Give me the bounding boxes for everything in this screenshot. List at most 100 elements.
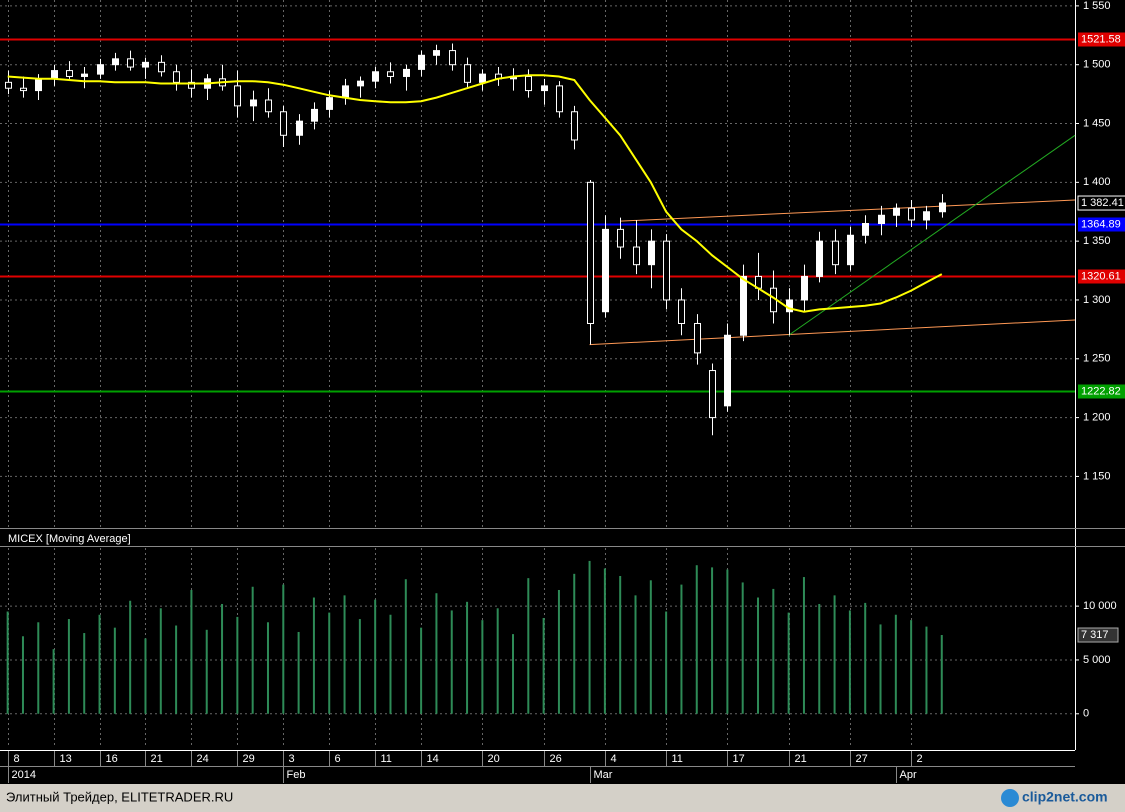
candle-body — [112, 58, 119, 66]
y-tick-label: 1 200 — [1083, 412, 1111, 424]
x-tick-label: 8 — [14, 753, 20, 765]
level-label: 1364.89 — [1081, 218, 1121, 230]
y-tick-label: 1 500 — [1083, 59, 1111, 71]
candle-body — [127, 58, 134, 68]
volume-bar — [466, 601, 469, 714]
candle-body — [832, 240, 839, 266]
x-tick-label: 14 — [427, 753, 439, 765]
volume-bar — [940, 635, 943, 714]
y-tick-label: 1 300 — [1083, 294, 1111, 306]
price-tag — [1077, 195, 1125, 211]
x-tick-label: 24 — [197, 753, 209, 765]
watermark: clip2net.com — [1022, 789, 1108, 805]
candle-body — [617, 228, 624, 248]
volume-bar — [282, 584, 285, 714]
candle-body — [5, 81, 12, 89]
x-tick-label: 21 — [151, 753, 163, 765]
volume-bar — [481, 620, 484, 714]
volume-bar — [864, 602, 867, 714]
level-tag — [1078, 217, 1125, 232]
volume-bar — [144, 638, 147, 714]
candle-body — [449, 50, 456, 66]
volume-bar — [787, 612, 790, 714]
volume-bar — [772, 588, 775, 714]
candle-body — [740, 275, 747, 336]
y-tick-label: 1 250 — [1083, 353, 1111, 365]
volume-bar — [435, 593, 438, 714]
candle-body — [709, 370, 716, 419]
y-tick-label: 1 150 — [1083, 470, 1111, 482]
candle-body — [81, 73, 88, 77]
month-label: Mar — [594, 769, 613, 781]
volume-bar — [21, 636, 24, 714]
volume-bar — [450, 610, 453, 714]
volume-bar — [98, 614, 101, 714]
candle-body — [801, 275, 808, 301]
x-tick-label: 3 — [289, 753, 295, 765]
candle-body — [786, 299, 793, 313]
x-tick-label: 11 — [381, 753, 392, 765]
candle-body — [418, 54, 425, 70]
candle-body — [280, 111, 287, 136]
volume-bar — [573, 573, 576, 714]
candle-body — [51, 70, 58, 80]
volume-bar — [695, 565, 698, 714]
volume-bar — [251, 586, 254, 714]
candle-body — [587, 181, 594, 324]
level-label: 1320.61 — [1081, 270, 1121, 282]
candle-body — [20, 87, 27, 92]
trendline — [620, 199, 1076, 222]
candle-body — [678, 299, 685, 324]
volume-tick-label: 10 000 — [1083, 600, 1117, 612]
candle-body — [357, 80, 364, 87]
candle-body — [633, 246, 640, 266]
x-tick-label: 11 — [672, 753, 683, 765]
volume-bar — [37, 622, 40, 714]
indicator-title: MICEX [Moving Average] — [8, 533, 131, 545]
volume-bar — [511, 634, 514, 714]
level-label: 1521.58 — [1081, 33, 1121, 45]
candle-body — [35, 78, 42, 92]
x-tick-label: 6 — [335, 753, 341, 765]
candle-body — [372, 71, 379, 82]
volume-bar — [910, 620, 913, 714]
x-tick-label: 27 — [856, 753, 868, 765]
volume-bar — [328, 612, 331, 714]
volume-bar — [175, 625, 178, 714]
candle-body — [602, 228, 609, 313]
candle-body — [188, 81, 195, 89]
candle-body — [908, 207, 915, 221]
volume-bar — [52, 649, 55, 714]
candle-body — [862, 223, 869, 236]
volume-bar — [205, 629, 208, 714]
volume-bar — [634, 595, 637, 714]
candle-body — [648, 240, 655, 266]
candle-body — [923, 211, 930, 221]
volume-bar — [496, 608, 499, 714]
x-tick-label: 2 — [917, 753, 923, 765]
volume-bar — [603, 568, 606, 714]
candle-body — [250, 99, 257, 107]
volume-bar — [420, 627, 423, 714]
candle-body — [878, 214, 885, 225]
candle-body — [173, 71, 180, 83]
level-tag — [1078, 32, 1125, 47]
volume-bar — [848, 610, 851, 714]
volume-bar — [527, 578, 530, 714]
volume-bar — [542, 617, 545, 714]
month-label: Feb — [287, 769, 306, 781]
level-label: 1222.82 — [1081, 385, 1121, 397]
volume-bar — [833, 595, 836, 714]
candle-body — [326, 97, 333, 110]
candle-body — [663, 240, 670, 301]
candle-body — [158, 61, 165, 73]
y-tick-label: 1 550 — [1083, 0, 1111, 12]
candle-body — [97, 64, 104, 75]
moving-average — [7, 74, 943, 313]
candle-body — [479, 73, 486, 83]
month-label: Apr — [900, 769, 917, 781]
candle-body — [556, 85, 563, 113]
volume-label: 7 317 — [1081, 629, 1109, 641]
candle-body — [893, 207, 900, 216]
